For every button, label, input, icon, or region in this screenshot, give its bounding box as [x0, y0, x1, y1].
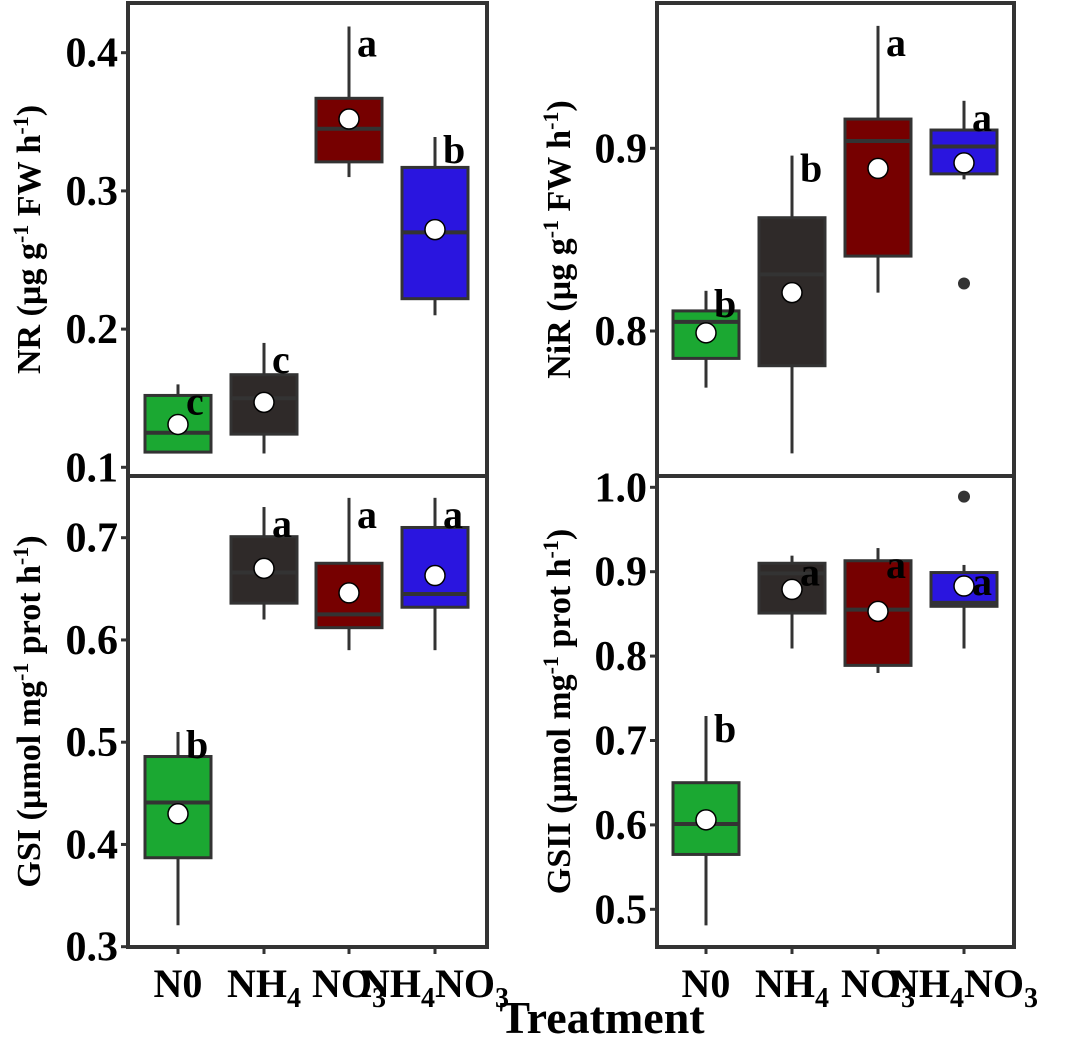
box-NO3: a — [314, 20, 384, 178]
y-tick-label: 0.8 — [595, 309, 648, 355]
mean-marker — [781, 281, 803, 304]
significance-letter: b — [186, 722, 208, 767]
box-NH4NO3: a — [400, 492, 470, 651]
outlier-point — [958, 277, 970, 290]
mean-marker — [338, 108, 360, 130]
y-tick-label: 0.6 — [595, 803, 648, 849]
panel-bottom-right: 0.5 0.6 0.7 0.8 0.9 1.0 GSII (µmol mg-1 prot h… — [538, 465, 1038, 1014]
y-tick-label: 0.7 — [595, 719, 648, 765]
significance-letter: a — [443, 492, 463, 537]
mean-marker — [953, 575, 975, 597]
panel-frame — [126, 474, 489, 949]
panel-frame — [655, 474, 1016, 949]
y-tick-label: 0.2 — [66, 307, 119, 353]
box-N0: c — [143, 378, 213, 454]
box-N0: b — [671, 281, 741, 388]
y-tick-label: 0.5 — [595, 887, 648, 933]
significance-letter: a — [886, 542, 906, 587]
x-tick-label: N0 — [682, 961, 731, 1006]
y-tick-label: 0.4 — [66, 31, 119, 77]
x-tick-label: NH4 — [755, 961, 829, 1014]
box-N0: b — [143, 722, 213, 926]
significance-letter: c — [272, 337, 290, 382]
mean-marker — [953, 152, 975, 174]
x-tick-label: NO3 — [312, 961, 386, 1014]
mean-marker — [167, 803, 189, 825]
box-NO3: a — [314, 492, 384, 651]
mean-marker — [338, 582, 360, 604]
box-NH4NO3: a — [929, 95, 999, 290]
x-tick-label: NH4 — [227, 961, 301, 1014]
box-NH4: a — [229, 501, 299, 620]
x-tick-label: NH4NO3 — [890, 961, 1038, 1014]
mean-marker — [695, 809, 717, 831]
significance-letter: b — [714, 706, 736, 751]
mean-marker — [424, 218, 446, 241]
mean-marker — [253, 557, 275, 580]
box-iqr — [671, 781, 741, 856]
y-tick-label: 0.8 — [595, 634, 648, 680]
significance-letter: b — [714, 281, 736, 326]
box-iqr — [143, 755, 213, 860]
mean-marker — [867, 600, 889, 623]
significance-letter: b — [800, 146, 822, 191]
x-tick-label: N0 — [154, 961, 203, 1006]
mean-marker — [781, 578, 803, 601]
y-tick-label: 0.1 — [66, 445, 119, 491]
significance-letter: a — [886, 20, 906, 65]
panel-top-left: 0.1 0.2 0.3 0.4 NR (µg g-1 FW h-1) c c a b — [8, 1, 489, 491]
significance-letter: a — [357, 492, 377, 537]
y-axis-title: GSI (µmol mg-1 prot h-1) — [8, 535, 48, 887]
box-NH4NO3: b — [400, 127, 470, 316]
box-NO3: a — [843, 542, 913, 673]
mean-marker — [867, 157, 889, 180]
outlier-point — [958, 490, 970, 503]
y-tick-label: 0.9 — [595, 550, 648, 596]
y-tick-label: 0.6 — [66, 618, 119, 664]
mean-marker — [695, 322, 717, 344]
panel-bottom-left: 0.3 0.4 0.5 0.6 0.7 GSI (µmol mg-1 prot h-1) N… — [8, 474, 509, 1014]
significance-letter: a — [972, 559, 992, 604]
y-tick-label: 0.3 — [66, 925, 119, 971]
y-tick-label: 0.4 — [66, 822, 119, 868]
y-axis-title: NiR (µg g-1 FW h-1) — [538, 100, 578, 379]
box-NH4: a — [757, 550, 827, 649]
y-tick-label: 0.5 — [66, 720, 119, 766]
x-tick-label: NH4NO3 — [361, 961, 509, 1014]
y-tick-label: 0.9 — [595, 126, 648, 172]
significance-letter: a — [272, 501, 292, 546]
box-iqr — [929, 128, 999, 176]
y-axis-title: NR (µg g-1 FW h-1) — [8, 105, 48, 374]
y-tick-label: 0.3 — [66, 169, 119, 215]
significance-letter: b — [443, 127, 465, 172]
x-axis-title: Treatment — [499, 992, 705, 1041]
mean-marker — [167, 413, 189, 436]
significance-letter: a — [972, 95, 992, 140]
panel-frame — [655, 1, 1016, 478]
mean-marker — [253, 391, 275, 414]
box-N0: b — [671, 706, 741, 926]
y-tick-label: 0.7 — [66, 516, 119, 562]
y-axis-title: GSII (µmol mg-1 prot h-1) — [538, 529, 578, 894]
box-NH4: c — [229, 337, 299, 454]
significance-letter: a — [800, 550, 820, 595]
x-tick-label: NO3 — [841, 961, 915, 1014]
box-NH4NO3: a — [929, 490, 999, 649]
significance-letter: a — [357, 20, 377, 65]
significance-letter: c — [186, 378, 204, 423]
box-NO3: a — [843, 20, 913, 293]
mean-marker — [424, 564, 446, 587]
box-NH4: b — [757, 146, 827, 454]
y-tick-label: 1.0 — [595, 465, 648, 511]
panel-top-right: 0.8 0.9 NiR (µg g-1 FW h-1) b b a a — [538, 1, 1016, 478]
